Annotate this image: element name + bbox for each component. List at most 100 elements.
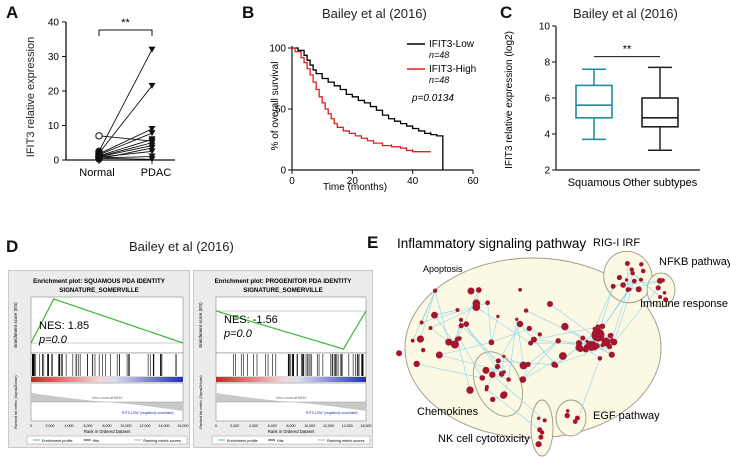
- network-node: [485, 300, 490, 306]
- y-tick-label: 0: [53, 156, 59, 167]
- network-node: [489, 372, 494, 377]
- x-tick-label: Normal: [79, 167, 114, 179]
- x-tick-label: Other subtypes: [623, 177, 698, 189]
- network-node: [435, 351, 443, 359]
- pdac-point: [148, 130, 156, 137]
- es-axis-label: Enrichment score (ES): [13, 302, 18, 348]
- network-node: [599, 323, 606, 330]
- box: [575, 84, 613, 119]
- panel-d-title: Bailey et al (2016): [129, 239, 234, 254]
- cluster-label-nfkb: NFKB pathway: [659, 256, 730, 268]
- panel-d-label: D: [6, 237, 19, 256]
- network-node: [428, 326, 433, 330]
- significance-label: **: [623, 44, 632, 56]
- es-axis-label: Enrichment score (ES): [198, 302, 203, 348]
- y-tick-label: 8: [544, 58, 550, 69]
- network-node: [629, 267, 634, 272]
- gsea-title: SIGNATURE_SOMERVILLE: [59, 287, 139, 294]
- y-tick-label: 100: [269, 44, 286, 55]
- network-edge: [430, 327, 449, 343]
- network-node: [515, 317, 519, 321]
- network-node: [561, 322, 569, 331]
- network-node: [537, 416, 541, 420]
- gsea-legend-box: [26, 435, 188, 445]
- x-tick-label: 2,000: [46, 424, 55, 428]
- network-edge: [554, 346, 610, 365]
- panel-c-chart: IFIT3 relative expression (log2) 2 4 6 8 10 S…: [504, 22, 700, 189]
- network-node: [445, 338, 453, 346]
- network-node: [518, 287, 522, 292]
- nes-label: NES: -1.56: [224, 314, 278, 326]
- network-edge: [420, 290, 436, 340]
- network-node: [547, 301, 553, 307]
- network-edge: [522, 340, 559, 380]
- network-edge: [416, 363, 483, 379]
- network-edge: [501, 356, 505, 375]
- network-node: [658, 295, 663, 299]
- hits-panel: [215, 352, 367, 378]
- network-node: [535, 441, 542, 448]
- es-panel: [30, 296, 184, 354]
- network-node: [526, 325, 532, 332]
- network-node: [482, 366, 490, 374]
- y-tick-label: 30: [48, 52, 60, 63]
- x-tick-label: 6,000: [268, 424, 277, 428]
- network-node: [500, 392, 507, 399]
- network-node: [467, 287, 475, 295]
- network-node: [502, 370, 506, 374]
- ranking-metric-area: [216, 392, 366, 411]
- network-edge: [577, 358, 601, 419]
- network-edge: [613, 287, 659, 343]
- pair-line: [98, 156, 153, 159]
- network-node: [630, 271, 635, 276]
- network-edge: [434, 290, 450, 343]
- es-panel: [215, 296, 367, 354]
- x-tick-label: 12,000: [140, 424, 151, 428]
- pair-line: [98, 150, 153, 158]
- cluster-label-rig-i-irf: RIG-I IRF: [593, 237, 640, 249]
- network-node: [586, 341, 594, 349]
- network-edge: [527, 340, 559, 365]
- network-node: [572, 419, 578, 424]
- pair-line: [98, 157, 153, 160]
- network-edge: [492, 374, 545, 421]
- network-node: [495, 358, 501, 364]
- network-edge: [533, 325, 603, 340]
- cluster-label-egf: EGF pathway: [593, 410, 660, 422]
- network-node: [631, 278, 637, 284]
- network-node: [542, 418, 547, 423]
- network-node: [537, 332, 542, 337]
- network-node: [479, 375, 486, 381]
- network-edge: [564, 326, 612, 355]
- network-edge: [460, 325, 499, 362]
- network-node: [662, 291, 667, 295]
- network-node: [488, 339, 495, 346]
- legend-label: Hits: [93, 439, 100, 443]
- network-edge: [459, 338, 483, 379]
- panel-b-ylabel: % of overall survival: [270, 62, 281, 151]
- x-tick-label: 8,000: [287, 424, 296, 428]
- network-edge: [516, 319, 524, 366]
- network-node: [639, 262, 644, 267]
- network-node: [565, 409, 570, 413]
- pdac-point: [148, 136, 156, 143]
- network-node: [655, 285, 661, 291]
- network-node: [555, 338, 561, 344]
- y-tick-label: 50: [275, 105, 287, 116]
- network-node: [506, 377, 511, 382]
- network-node: [601, 337, 611, 347]
- pair-line: [98, 138, 153, 157]
- y-tick-label: 40: [48, 18, 60, 29]
- panel-b-label: B: [242, 3, 255, 22]
- network-node: [528, 340, 534, 346]
- network-edge: [508, 319, 518, 380]
- network-edge: [439, 354, 505, 373]
- y-tick-label: 20: [48, 87, 60, 98]
- network-node: [450, 340, 459, 349]
- x-tick-label: 12,000: [323, 424, 334, 428]
- pair-line: [98, 132, 153, 156]
- network-node: [455, 308, 460, 312]
- network-node: [502, 354, 506, 358]
- gsea-title: SIGNATURE_SOMERVILLE: [243, 287, 323, 294]
- gsea-xlabel: Rank in Ordered Dataset: [268, 429, 315, 434]
